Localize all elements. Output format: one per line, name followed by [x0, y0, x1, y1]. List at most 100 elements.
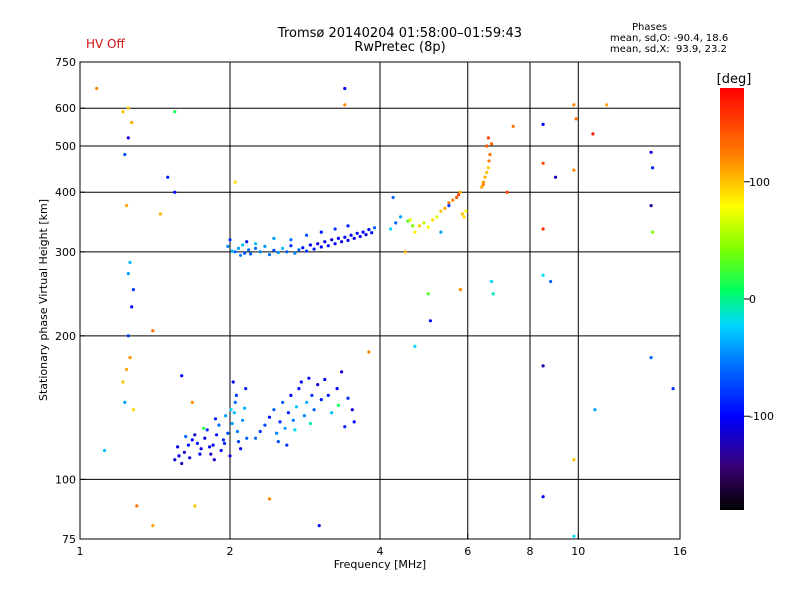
- phase-stats-o: mean, sd,O: -90.4, 18.6: [610, 33, 729, 44]
- data-point: [289, 238, 293, 242]
- data-point: [485, 144, 489, 148]
- data-point: [123, 152, 127, 157]
- data-point: [125, 204, 129, 208]
- data-point: [310, 393, 314, 397]
- data-point: [209, 452, 213, 456]
- data-point: [358, 234, 362, 239]
- data-point: [173, 110, 177, 114]
- y-tick-label: 750: [55, 56, 76, 69]
- data-point: [158, 212, 162, 216]
- data-point: [307, 376, 311, 380]
- data-point: [173, 458, 177, 462]
- data-point: [130, 305, 134, 309]
- data-point: [245, 436, 249, 440]
- data-point: [243, 251, 247, 255]
- data-point: [283, 426, 287, 430]
- data-point: [411, 224, 415, 228]
- data-point: [399, 215, 403, 219]
- data-point: [367, 350, 371, 354]
- data-point: [305, 233, 309, 237]
- data-point: [267, 253, 272, 257]
- data-point: [312, 247, 316, 251]
- data-point: [233, 400, 237, 404]
- data-point: [326, 393, 330, 397]
- data-point: [486, 136, 490, 140]
- colorbar-tick-label: 100: [749, 176, 770, 189]
- data-point: [180, 461, 184, 466]
- data-point: [198, 452, 202, 456]
- data-point: [413, 230, 417, 234]
- data-point: [239, 447, 243, 451]
- data-point: [651, 166, 655, 170]
- data-point: [308, 243, 312, 247]
- data-point: [439, 209, 443, 213]
- colorbar: [720, 88, 744, 510]
- data-point: [335, 387, 339, 391]
- data-point: [126, 334, 130, 338]
- data-point: [481, 183, 485, 187]
- data-point: [352, 236, 356, 240]
- data-point: [199, 447, 203, 451]
- data-point: [572, 103, 576, 107]
- data-point: [541, 122, 545, 126]
- data-point: [649, 204, 653, 208]
- data-point: [233, 180, 237, 184]
- data-point: [458, 190, 462, 194]
- data-point: [235, 429, 239, 434]
- data-point: [230, 421, 234, 426]
- data-point: [574, 117, 578, 121]
- data-point: [234, 393, 238, 397]
- y-tick-label: 200: [55, 330, 76, 343]
- data-point: [241, 243, 245, 247]
- data-point: [131, 408, 135, 412]
- data-point: [443, 206, 447, 210]
- data-point: [299, 380, 303, 384]
- data-point: [323, 240, 327, 244]
- data-point: [651, 230, 655, 234]
- chart-subtitle: RwPretec (8p): [354, 40, 446, 55]
- data-point: [481, 180, 485, 184]
- data-point: [370, 231, 374, 235]
- data-point: [212, 458, 216, 462]
- hv-status-label: HV Off: [86, 37, 125, 51]
- data-point: [267, 415, 272, 419]
- data-point: [253, 246, 258, 250]
- data-point: [305, 249, 309, 253]
- data-point: [447, 204, 451, 208]
- data-point: [253, 242, 258, 246]
- data-point: [346, 396, 350, 400]
- data-point: [403, 250, 408, 254]
- x-tick-label: 8: [527, 545, 534, 558]
- data-point: [263, 423, 267, 427]
- data-point: [177, 454, 181, 458]
- data-point: [649, 150, 653, 154]
- data-point: [267, 497, 272, 501]
- colorbar-tick-label: 0: [749, 293, 756, 306]
- data-point: [549, 279, 553, 284]
- data-point: [208, 445, 212, 449]
- data-point: [211, 443, 215, 447]
- data-point: [605, 103, 609, 107]
- data-point: [541, 495, 545, 499]
- data-point: [488, 152, 492, 157]
- data-point: [330, 238, 334, 242]
- data-point: [278, 420, 282, 424]
- data-point: [285, 443, 289, 447]
- data-point: [343, 425, 347, 429]
- data-point: [541, 161, 545, 165]
- data-point: [591, 132, 595, 136]
- data-point: [188, 456, 192, 460]
- data-point: [312, 408, 316, 412]
- data-point: [297, 248, 301, 252]
- data-point: [485, 170, 489, 175]
- data-point: [343, 235, 347, 239]
- data-point: [316, 383, 320, 387]
- data-point: [541, 364, 545, 368]
- data-point: [343, 86, 347, 91]
- data-point: [272, 248, 276, 252]
- data-point: [302, 414, 306, 418]
- x-tick-label: 10: [571, 545, 585, 558]
- data-point: [480, 185, 484, 189]
- data-point: [319, 245, 323, 249]
- data-point: [511, 124, 515, 128]
